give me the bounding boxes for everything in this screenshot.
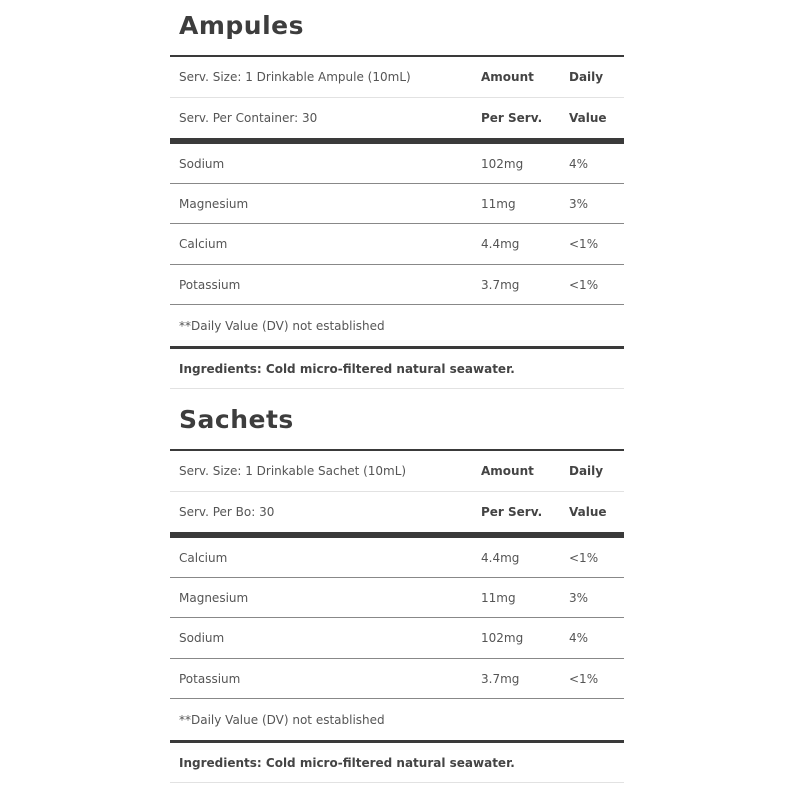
header-amount: Amount: [481, 70, 534, 84]
section-title: Sachets: [179, 405, 294, 434]
footnote-row: **Daily Value (DV) not established: [170, 305, 624, 346]
thick-divider: [170, 740, 624, 743]
nutrient-name: Calcium: [179, 550, 228, 565]
thick-divider: [170, 346, 624, 349]
nutrition-section: Ampules Serv. Size: 1 Drinkable Ampule (…: [170, 0, 624, 389]
nutrient-amount: 3.7mg: [481, 277, 520, 292]
nutrient-row: Potassium 3.7mg <1%: [170, 265, 624, 305]
ingredients: Ingredients: Cold micro-filtered natural…: [179, 755, 515, 770]
ingredients-row: Ingredients: Cold micro-filtered natural…: [170, 743, 624, 783]
serving-size-row: Serv. Size: 1 Drinkable Sachet (10mL) Am…: [170, 451, 624, 492]
nutrient-name: Magnesium: [179, 590, 249, 605]
header-per-serv: Per Serv.: [481, 505, 543, 519]
nutrient-amount: 4.4mg: [481, 550, 520, 565]
nutrient-daily-value: <1%: [569, 550, 599, 565]
header-value: Value: [569, 111, 607, 125]
nutrient-row: Potassium 3.7mg <1%: [170, 659, 624, 699]
serving-size: Serv. Size: 1 Drinkable Sachet (10mL): [179, 464, 407, 478]
footnote-row: **Daily Value (DV) not established: [170, 699, 624, 740]
nutrient-daily-value: 3%: [569, 196, 589, 211]
servings-per-row: Serv. Per Bo: 30 Per Serv. Value: [170, 492, 624, 532]
nutrient-name: Sodium: [179, 156, 225, 171]
nutrient-daily-value: <1%: [569, 237, 599, 251]
nutrition-section: Sachets Serv. Size: 1 Drinkable Sachet (…: [170, 394, 624, 783]
nutrient-row: Sodium 102mg 4%: [170, 618, 624, 659]
nutrient-amount: 102mg: [481, 631, 524, 645]
serving-size-row: Serv. Size: 1 Drinkable Ampule (10mL) Am…: [170, 57, 624, 98]
nutrient-amount: 102mg: [481, 156, 524, 171]
nutrient-row: Calcium 4.4mg <1%: [170, 224, 624, 265]
servings-per-row: Serv. Per Container: 30 Per Serv. Value: [170, 98, 624, 138]
nutrient-amount: 4.4mg: [481, 237, 520, 251]
servings-per: Serv. Per Bo: 30: [179, 505, 275, 519]
nutrient-daily-value: 3%: [569, 590, 589, 605]
header-daily: Daily: [569, 70, 604, 84]
ingredients-row: Ingredients: Cold micro-filtered natural…: [170, 349, 624, 389]
ingredients: Ingredients: Cold micro-filtered natural…: [179, 361, 515, 376]
divider: [170, 55, 624, 57]
nutrient-row: Calcium 4.4mg <1%: [170, 538, 624, 578]
nutrient-daily-value: 4%: [569, 631, 589, 645]
servings-per: Serv. Per Container: 30: [179, 111, 318, 125]
nutrient-row: Magnesium 11mg 3%: [170, 578, 624, 618]
header-per-serv: Per Serv.: [481, 111, 543, 125]
nutrient-name: Potassium: [179, 277, 241, 292]
nutrient-amount: 11mg: [481, 196, 516, 211]
thick-divider: [170, 532, 624, 538]
thick-divider: [170, 138, 624, 144]
footnote: **Daily Value (DV) not established: [179, 318, 385, 333]
nutrient-name: Magnesium: [179, 196, 249, 211]
nutrient-amount: 3.7mg: [481, 671, 520, 686]
nutrient-row: Magnesium 11mg 3%: [170, 184, 624, 224]
footnote: **Daily Value (DV) not established: [179, 712, 385, 727]
header-daily: Daily: [569, 464, 604, 478]
nutrient-amount: 11mg: [481, 590, 516, 605]
divider: [170, 449, 624, 451]
nutrient-daily-value: <1%: [569, 277, 599, 292]
nutrient-daily-value: <1%: [569, 671, 599, 686]
header-value: Value: [569, 505, 607, 519]
nutrient-name: Sodium: [179, 631, 225, 645]
nutrient-daily-value: 4%: [569, 156, 589, 171]
nutrient-row: Sodium 102mg 4%: [170, 144, 624, 184]
header-amount: Amount: [481, 464, 534, 478]
section-title: Ampules: [179, 11, 304, 40]
serving-size: Serv. Size: 1 Drinkable Ampule (10mL): [179, 70, 411, 84]
nutrient-name: Potassium: [179, 671, 241, 686]
nutrient-name: Calcium: [179, 237, 228, 251]
